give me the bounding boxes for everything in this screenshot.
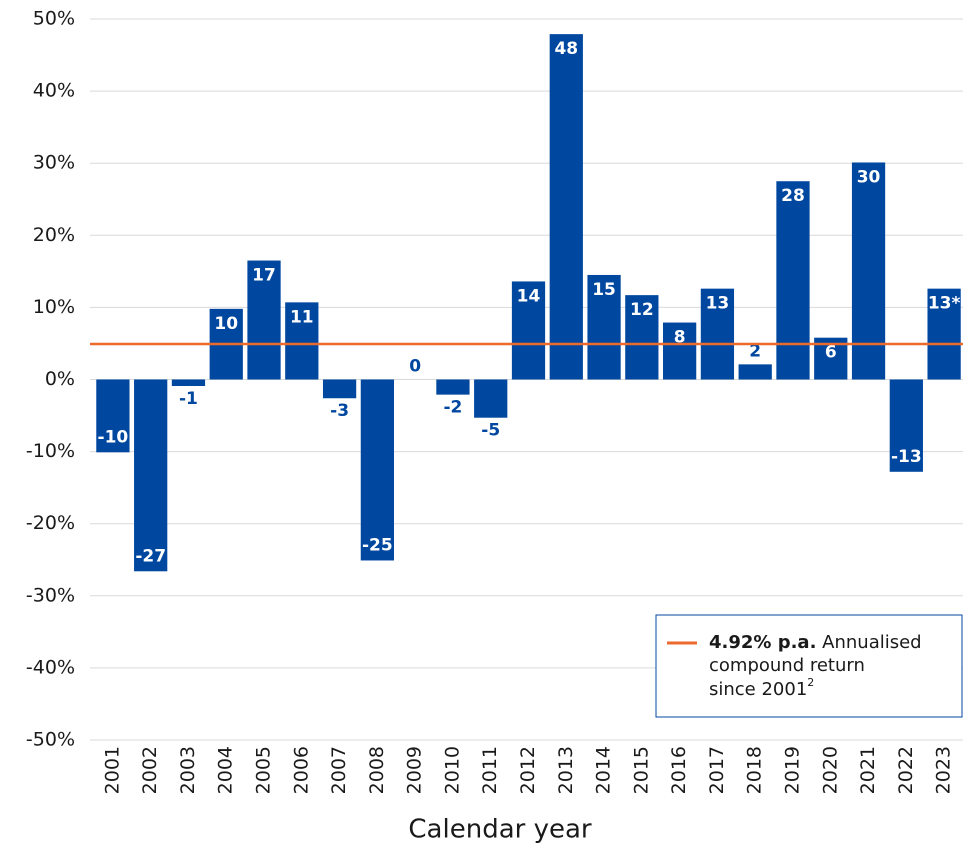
x-tick-label: 2011 <box>479 746 501 794</box>
y-tick-label: 50% <box>33 8 75 30</box>
value-label: 48 <box>554 39 578 59</box>
bar <box>134 379 168 572</box>
x-tick-label: 2016 <box>668 746 690 794</box>
value-label: 2 <box>749 341 761 361</box>
bar <box>247 260 281 380</box>
value-label: 12 <box>630 300 654 320</box>
value-label: 17 <box>252 266 276 286</box>
y-tick-label: -20% <box>26 512 75 534</box>
x-tick-label: 2022 <box>895 746 917 794</box>
x-tick-label: 2005 <box>253 746 275 794</box>
bar <box>663 322 697 380</box>
legend-bold: 4.92% p.a. <box>709 632 816 653</box>
bar <box>511 281 546 380</box>
x-tick-label: 2010 <box>441 746 463 794</box>
bar <box>587 274 621 380</box>
bar <box>851 162 886 380</box>
bar <box>474 379 508 418</box>
x-tick-label: 2012 <box>517 746 539 794</box>
y-tick-label: 0% <box>45 368 75 390</box>
value-label: -5 <box>481 421 500 441</box>
x-tick-label: 2020 <box>819 746 841 794</box>
value-label: -3 <box>330 401 349 421</box>
value-label: -2 <box>443 398 462 418</box>
value-label: 30 <box>857 167 881 187</box>
bar <box>625 295 659 380</box>
x-tick-label: 2021 <box>857 746 879 794</box>
y-tick-label: -10% <box>26 440 75 462</box>
bar <box>738 364 772 380</box>
y-tick-label: -30% <box>26 584 75 606</box>
x-tick-label: 2006 <box>290 746 312 794</box>
x-tick-label: 2002 <box>139 746 161 794</box>
bar <box>889 379 923 472</box>
x-tick-label: 2008 <box>366 746 388 794</box>
legend-text: 4.92% p.a. Annualised <box>709 632 922 653</box>
value-label: 13 <box>706 294 730 314</box>
bar <box>285 302 319 380</box>
y-tick-label: 20% <box>33 224 75 246</box>
y-tick-label: 10% <box>33 296 75 318</box>
value-label: -1 <box>179 389 198 409</box>
x-tick-label: 2009 <box>404 746 426 794</box>
value-label: 8 <box>674 328 686 348</box>
y-tick-label: 40% <box>33 80 75 102</box>
value-label: 10 <box>214 314 238 334</box>
x-tick-label: 2001 <box>101 746 123 794</box>
bar <box>776 181 810 380</box>
x-tick-label: 2018 <box>744 746 766 794</box>
value-label: -10 <box>98 427 129 447</box>
bar <box>360 379 394 561</box>
value-label: -13 <box>891 447 922 467</box>
value-label: 28 <box>781 186 805 206</box>
x-tick-label: 2015 <box>630 746 652 794</box>
x-tick-label: 2023 <box>933 746 955 794</box>
value-label: -27 <box>135 546 166 566</box>
x-tick-label: 2017 <box>706 746 728 794</box>
y-tick-label: 30% <box>33 152 75 174</box>
legend-line: Annualised <box>822 632 921 653</box>
legend-box <box>655 614 963 718</box>
bar <box>549 34 583 380</box>
value-label: -25 <box>362 535 393 555</box>
x-tick-label: 2007 <box>328 746 350 794</box>
x-tick-label: 2003 <box>177 746 199 794</box>
bar <box>96 379 130 453</box>
y-tick-label: -50% <box>26 729 75 751</box>
value-label: 14 <box>517 286 541 306</box>
bar <box>700 288 735 380</box>
x-tick-label: 2013 <box>555 746 577 794</box>
value-label: 0 <box>409 357 421 377</box>
legend-superscript: 2 <box>807 676 814 689</box>
value-label: 6 <box>825 343 837 363</box>
x-tick-label: 2014 <box>593 746 615 794</box>
x-tick-label: 2004 <box>215 746 237 794</box>
bar <box>436 379 470 395</box>
value-label: 13* <box>928 294 961 314</box>
value-label: 11 <box>290 307 314 327</box>
legend-text: compound return <box>709 655 865 676</box>
bar <box>171 379 206 386</box>
x-tick-label: 2019 <box>781 746 803 794</box>
legend-text: since 20012 <box>709 676 814 700</box>
legend-line: since 2001 <box>709 679 807 700</box>
y-tick-label: -40% <box>26 656 75 678</box>
bar <box>927 288 961 380</box>
x-axis-title: Calendar year <box>408 815 591 844</box>
value-label: 15 <box>592 280 616 300</box>
bar <box>322 379 357 399</box>
